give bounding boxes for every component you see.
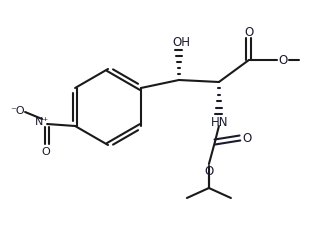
- Text: O: O: [204, 165, 214, 178]
- Text: ⁻O: ⁻O: [10, 106, 24, 115]
- Text: O: O: [244, 25, 254, 38]
- Text: O: O: [278, 54, 288, 67]
- Text: HN: HN: [211, 116, 229, 129]
- Text: O: O: [242, 131, 252, 144]
- Text: O: O: [42, 146, 50, 156]
- Text: OH: OH: [172, 36, 190, 49]
- Text: N⁺: N⁺: [35, 117, 49, 126]
